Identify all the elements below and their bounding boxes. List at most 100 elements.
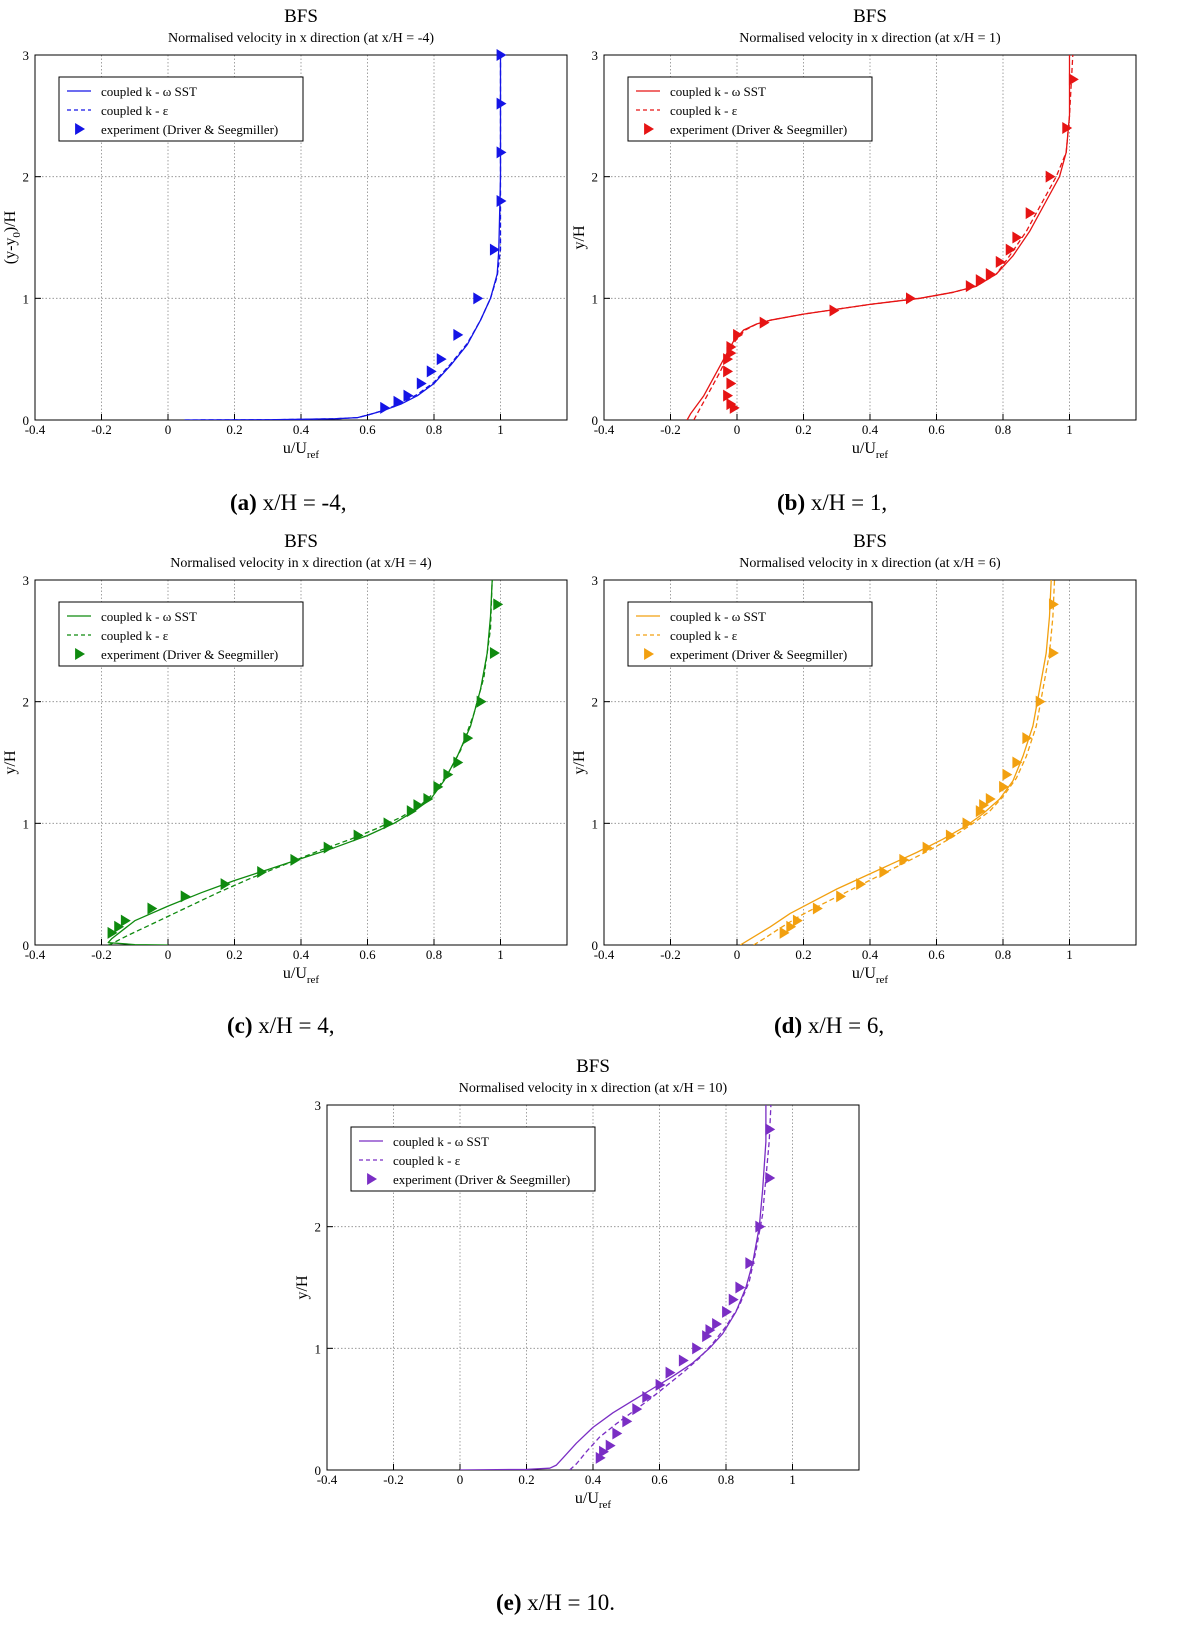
x-axis-label-main: u/U (852, 440, 876, 457)
x-tick-label: -0.2 (660, 947, 681, 962)
x-tick-label: 0.2 (518, 1472, 534, 1487)
experiment-marker (380, 401, 391, 414)
experiment-marker (965, 280, 976, 293)
legend-box (58, 601, 304, 667)
y-tick-label: 3 (592, 48, 599, 63)
x-axis-label: u/Uref (575, 1490, 612, 1511)
experiment-marker (792, 914, 803, 927)
experiment-marker (1012, 756, 1023, 769)
experiment-marker (1068, 73, 1079, 86)
legend-box (627, 601, 873, 667)
y-tick-label: 0 (592, 413, 599, 428)
legend-label: coupled k - ε (101, 628, 169, 643)
x-axis-label: u/Uref (852, 965, 889, 986)
x-tick-label: -0.4 (25, 422, 46, 437)
experiment-marker (496, 97, 507, 110)
legend-box (58, 76, 304, 142)
caption-text: x/H = 6, (802, 1013, 885, 1038)
chart-title: BFS (284, 531, 318, 552)
x-tick-label: 0.8 (995, 422, 1011, 437)
legend-label: coupled k - ε (101, 103, 169, 118)
x-tick-label: 0 (165, 947, 172, 962)
legend-label: coupled k - ε (670, 103, 738, 118)
velocity-profile-chart-a: BFS Normalised velocity in x direction (a… (2, 6, 568, 461)
experiment-marker (1045, 170, 1056, 183)
x-tick-label: -0.2 (91, 422, 112, 437)
legend-label: coupled k - ε (670, 628, 738, 643)
y-tick-label: 1 (592, 291, 599, 306)
velocity-profile-chart-c: BFS Normalised velocity in x direction (a… (2, 531, 568, 986)
experiment-marker (120, 914, 131, 927)
experiment-marker (433, 780, 444, 793)
experiment-marker (1062, 122, 1073, 134)
experiment-marker (1005, 243, 1016, 256)
y-tick-label: 1 (315, 1341, 322, 1356)
x-tick-label: -0.4 (594, 422, 615, 437)
k-epsilon-line (107, 579, 493, 945)
y-axis-label-main: y/H (294, 1275, 311, 1299)
y-axis-label-tail: )/H (2, 210, 19, 232)
caption-e: (e) x/H = 10. (496, 1590, 615, 1616)
experiment-marker (1048, 647, 1059, 659)
x-tick-label: 0.6 (928, 422, 945, 437)
x-axis-label-main: u/U (283, 440, 307, 457)
legend-marker-experiment (644, 123, 654, 135)
x-tick-label: 0.4 (862, 422, 879, 437)
experiment-marker (180, 890, 191, 903)
x-axis-label: u/Uref (283, 965, 320, 986)
velocity-profile-chart-b: BFS Normalised velocity in x direction (a… (571, 6, 1137, 461)
chart-subtitle: Normalised velocity in x direction (at x… (739, 556, 1001, 571)
x-axis-label: u/Uref (283, 440, 320, 461)
legend-label: experiment (Driver & Seegmiller) (101, 647, 278, 662)
x-tick-label: 1 (789, 1472, 796, 1487)
y-tick-label: 1 (23, 291, 30, 306)
experiment-marker (726, 398, 737, 411)
x-tick-label: 0.8 (426, 947, 442, 962)
chart-title: BFS (284, 6, 318, 27)
x-tick-label: 0.8 (718, 1472, 734, 1487)
caption-text: x/H = 1, (805, 490, 888, 515)
x-axis-label: u/Uref (852, 440, 889, 461)
experiment-marker (393, 395, 404, 408)
chart-title: BFS (853, 6, 887, 27)
experiment-marker (383, 817, 394, 830)
legend-label: coupled k - ε (393, 1153, 461, 1168)
k-omega-sst-line (459, 1105, 767, 1470)
experiment-marker (765, 1123, 776, 1136)
experiment-marker (975, 274, 986, 287)
y-axis-label: y/H (2, 750, 19, 774)
legend-label: coupled k - ω SST (670, 609, 766, 624)
experiment-marker (1048, 598, 1059, 611)
legend-label: experiment (Driver & Seegmiller) (101, 122, 278, 137)
y-tick-label: 3 (23, 48, 30, 63)
y-axis-label-main: y/H (2, 750, 19, 774)
x-axis-label-subscript: ref (307, 974, 320, 986)
k-epsilon-line (753, 579, 1056, 945)
k-epsilon-line (569, 1104, 772, 1470)
caption-tag: (a) (230, 490, 257, 515)
legend: coupled k - ω SST coupled k - ε experiment… (627, 601, 873, 667)
experiment-marker (995, 255, 1006, 268)
x-tick-label: 0.2 (226, 422, 242, 437)
experiment-marker (836, 890, 847, 903)
x-tick-label: -0.4 (317, 1472, 338, 1487)
experiment-marker (595, 1451, 606, 1464)
legend-marker-experiment (75, 123, 85, 135)
y-tick-label: 2 (23, 695, 30, 710)
x-tick-label: 0.8 (426, 422, 442, 437)
legend-label: coupled k - ω SST (101, 84, 197, 99)
experiment-marker (1035, 695, 1046, 708)
experiment-marker (496, 49, 507, 61)
legend-marker-experiment (75, 648, 85, 660)
experiment-marker (257, 866, 268, 878)
experiment-marker (489, 647, 500, 659)
experiment-marker (406, 805, 417, 818)
y-tick-label: 2 (23, 170, 30, 185)
experiment-marker (985, 268, 996, 280)
experiment-marker (723, 365, 734, 378)
experiment-marker (692, 1342, 703, 1355)
experiment-marker (962, 817, 973, 830)
x-axis-label-subscript: ref (307, 449, 320, 461)
experiment-marker (403, 389, 414, 402)
legend: coupled k - ω SST coupled k - ε experiment… (350, 1126, 596, 1192)
